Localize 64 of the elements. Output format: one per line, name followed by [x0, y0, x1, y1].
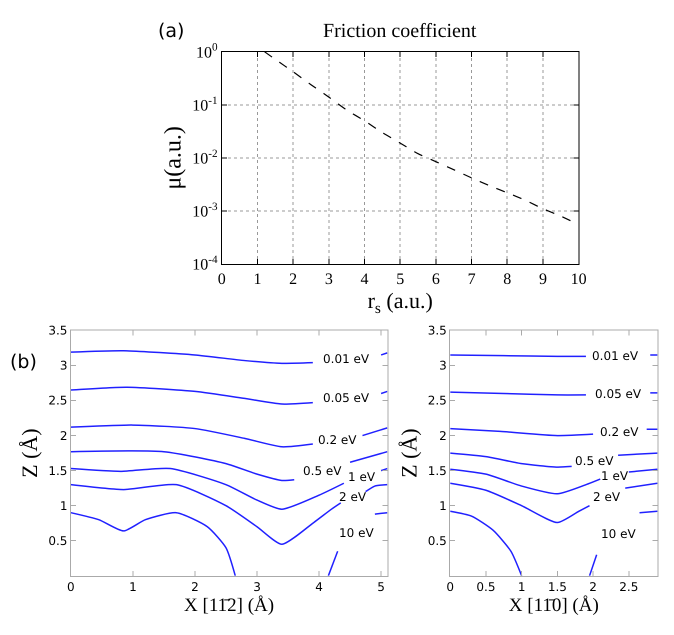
series-label: 0.2 eV — [318, 433, 358, 447]
x-tick-label: 3 — [324, 271, 333, 288]
y-tick-label: 10$^{-4}$ — [192, 254, 218, 274]
x-tick-label: 1 — [518, 580, 526, 594]
series-label: 0.01 eV — [323, 352, 370, 366]
x-axis-title: X [11̄0] (Å) — [508, 595, 599, 616]
series-label: 0.2 eV — [600, 425, 640, 439]
series-label: 10 eV — [339, 526, 374, 540]
series-label: 0.5 eV — [303, 464, 342, 478]
x-axis-title: r$_{s}$ (a.u.) — [368, 288, 433, 317]
y-tick-label: 10$^{0}$ — [196, 42, 218, 62]
chart-title: Friction coefficient — [323, 20, 477, 42]
x-tick-label: 1.5 — [548, 580, 567, 594]
x-tick-label: 7 — [468, 271, 476, 288]
text: (a) — [158, 20, 184, 42]
x-tick-label: 1 — [129, 580, 137, 594]
y-tick-label: 10$^{-3}$ — [192, 200, 218, 221]
y-tick-label: 2.5 — [428, 394, 447, 408]
x-tick-label: 0.5 — [476, 580, 496, 594]
x-tick-label: 10 — [570, 271, 587, 288]
x-tick-label: 5 — [377, 580, 385, 594]
series-label: 0.5 eV — [575, 454, 614, 468]
text: (b) — [10, 351, 37, 373]
y-tick-label: 3.5 — [48, 324, 68, 338]
y-tick-label: 0.5 — [48, 534, 68, 548]
y-tick-label: 0.5 — [428, 534, 447, 548]
x-tick-label: 4 — [360, 271, 369, 288]
y-axis-title: Z (Å) — [396, 428, 422, 478]
y-tick-label: 2.5 — [48, 394, 68, 408]
series-label: 1 eV — [601, 469, 629, 483]
y-tick-label: 3 — [60, 358, 68, 373]
x-tick-label: 3 — [253, 580, 261, 594]
x-tick-label: 9 — [538, 271, 547, 288]
y-tick-label: 10$^{-1}$ — [192, 94, 218, 114]
y-tick-label: 1.5 — [48, 464, 68, 478]
x-tick-label: 6 — [432, 271, 440, 288]
x-tick-label: 2 — [589, 580, 597, 594]
x-tick-label: 4 — [315, 580, 323, 594]
x-axis-title: X [11̄2] (Å) — [184, 595, 274, 616]
y-tick-label: 2 — [439, 428, 447, 443]
x-tick-label: 1 — [253, 271, 262, 288]
series-label: 0.05 eV — [323, 391, 370, 405]
y-tick-label: 1 — [60, 498, 68, 513]
series-label: 0.01 eV — [592, 349, 639, 363]
series-label: 2 eV — [339, 490, 367, 504]
y-tick-label: 3.5 — [428, 324, 447, 338]
y-tick-label: 1.5 — [428, 464, 447, 478]
y-tick-label: 1 — [439, 498, 447, 513]
x-tick-label: 0 — [67, 580, 75, 594]
y-axis-title: Z (Å) — [17, 428, 42, 478]
x-tick-label: 2.5 — [619, 580, 638, 594]
x-tick-label: 5 — [396, 271, 404, 288]
x-tick-label: 8 — [503, 271, 512, 288]
y-axis-title: μ(a.u.) — [160, 126, 186, 190]
x-tick-label: 0 — [446, 580, 454, 594]
series-label: 10 eV — [601, 527, 636, 541]
x-tick-label: 0 — [218, 271, 226, 288]
series-label: 2 eV — [593, 490, 621, 504]
y-tick-label: 3 — [439, 358, 447, 373]
y-tick-label: 10$^{-2}$ — [192, 148, 218, 168]
x-tick-label: 2 — [289, 271, 298, 288]
series-label: 1 eV — [348, 470, 376, 484]
series-label: 0.05 eV — [595, 387, 642, 401]
y-tick-label: 2 — [60, 428, 68, 443]
